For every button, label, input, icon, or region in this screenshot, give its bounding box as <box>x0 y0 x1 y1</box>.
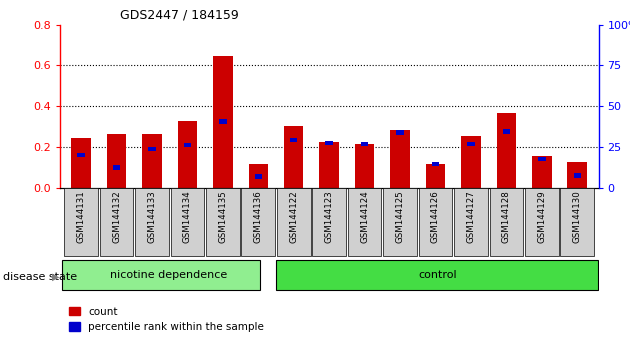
Bar <box>213 56 232 188</box>
Text: ▶: ▶ <box>52 272 59 282</box>
Bar <box>432 162 439 166</box>
Bar <box>461 136 481 188</box>
Text: GSM144123: GSM144123 <box>324 190 334 243</box>
Text: GSM144136: GSM144136 <box>254 190 263 243</box>
Bar <box>396 130 404 135</box>
FancyBboxPatch shape <box>490 188 523 256</box>
FancyBboxPatch shape <box>100 188 134 256</box>
Text: GSM144130: GSM144130 <box>573 190 581 243</box>
FancyBboxPatch shape <box>276 260 598 290</box>
Bar <box>426 164 445 188</box>
FancyBboxPatch shape <box>383 188 417 256</box>
Text: GSM144125: GSM144125 <box>396 190 404 243</box>
FancyBboxPatch shape <box>206 188 239 256</box>
Text: control: control <box>418 270 457 280</box>
Bar <box>219 119 227 124</box>
FancyBboxPatch shape <box>277 188 311 256</box>
Text: GSM144129: GSM144129 <box>537 190 546 243</box>
Text: nicotine dependence: nicotine dependence <box>110 270 227 280</box>
FancyBboxPatch shape <box>135 188 169 256</box>
Bar <box>361 142 369 146</box>
FancyBboxPatch shape <box>419 188 452 256</box>
FancyBboxPatch shape <box>348 188 381 256</box>
FancyBboxPatch shape <box>454 188 488 256</box>
Bar <box>113 165 120 170</box>
Text: GSM144124: GSM144124 <box>360 190 369 243</box>
Bar <box>148 147 156 151</box>
Bar <box>503 130 510 134</box>
FancyBboxPatch shape <box>171 188 204 256</box>
FancyBboxPatch shape <box>525 188 559 256</box>
Bar <box>326 141 333 145</box>
Bar <box>568 162 587 188</box>
Bar <box>77 153 85 157</box>
Text: GSM144132: GSM144132 <box>112 190 121 243</box>
Bar <box>284 126 304 188</box>
Bar <box>467 142 474 146</box>
FancyBboxPatch shape <box>561 188 594 256</box>
Bar <box>496 113 516 188</box>
Bar <box>391 130 410 188</box>
Bar <box>184 143 191 147</box>
Bar <box>178 121 197 188</box>
Text: disease state: disease state <box>3 272 77 282</box>
Bar <box>255 174 262 179</box>
Text: GSM144134: GSM144134 <box>183 190 192 243</box>
Bar <box>290 138 297 142</box>
Bar <box>249 164 268 188</box>
Bar <box>355 144 374 188</box>
Text: GSM144122: GSM144122 <box>289 190 298 243</box>
Bar <box>538 157 546 161</box>
Text: GSM144128: GSM144128 <box>502 190 511 243</box>
Legend: count, percentile rank within the sample: count, percentile rank within the sample <box>65 303 268 336</box>
Text: GSM144131: GSM144131 <box>77 190 86 243</box>
FancyBboxPatch shape <box>312 188 346 256</box>
FancyBboxPatch shape <box>241 188 275 256</box>
FancyBboxPatch shape <box>64 188 98 256</box>
Text: GSM144133: GSM144133 <box>147 190 156 243</box>
Bar <box>107 134 126 188</box>
Text: GSM144126: GSM144126 <box>431 190 440 243</box>
Bar <box>573 173 581 178</box>
Bar <box>142 134 162 188</box>
FancyBboxPatch shape <box>62 260 260 290</box>
Bar <box>319 142 339 188</box>
Bar <box>71 138 91 188</box>
Bar <box>532 156 551 188</box>
Text: GDS2447 / 184159: GDS2447 / 184159 <box>120 9 238 22</box>
Text: GSM144135: GSM144135 <box>219 190 227 243</box>
Text: GSM144127: GSM144127 <box>466 190 476 243</box>
